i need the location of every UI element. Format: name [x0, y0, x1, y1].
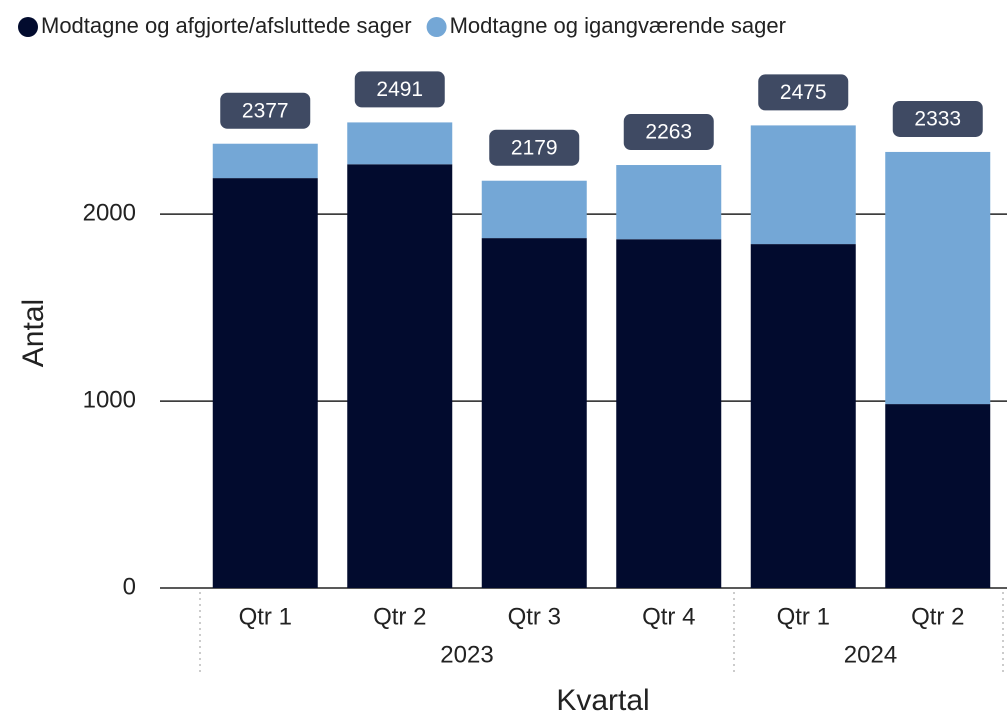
bar-segment: [347, 122, 453, 165]
x-tick-label: Qtr 3: [508, 603, 561, 630]
bar-segment: [885, 151, 991, 405]
total-label: 2475: [780, 81, 827, 104]
total-label-box: [220, 92, 311, 129]
y-tick-label: 1000: [83, 386, 136, 413]
legend-label: Modtagne og afgjorte/afsluttede sager: [41, 13, 412, 38]
x-tick-label: Qtr 4: [642, 603, 695, 630]
bar-segment: [212, 178, 318, 588]
bar-segment: [481, 180, 587, 239]
bar-segment: [481, 238, 587, 588]
bar-segment: [212, 143, 318, 179]
legend-marker: [18, 17, 38, 37]
bar-segment: [616, 239, 722, 588]
total-label-box: [892, 100, 983, 137]
total-label: 2491: [376, 78, 423, 101]
x-tick-label: Qtr 2: [373, 603, 426, 630]
total-label-box: [623, 114, 714, 151]
bar-segment: [616, 165, 722, 240]
legend-marker: [426, 17, 447, 37]
total-label-box: [354, 71, 445, 108]
bar-segment: [750, 244, 856, 588]
bar-segment: [347, 164, 453, 588]
x-tick-label: Qtr 1: [777, 603, 830, 630]
total-label-box: [489, 129, 580, 166]
y-tick-label: 2000: [83, 200, 136, 227]
total-label: 2377: [242, 99, 289, 122]
x-tick-label: Qtr 1: [239, 603, 292, 630]
total-label: 2333: [914, 107, 961, 130]
total-label: 2263: [645, 121, 692, 144]
group-label: 2024: [844, 641, 897, 668]
total-label: 2179: [511, 136, 558, 159]
group-label: 2023: [440, 641, 493, 668]
legend-label: Modtagne og igangværende sager: [450, 13, 786, 38]
y-tick-label: 0: [123, 573, 136, 600]
bar-segment: [750, 125, 856, 245]
y-axis-title: Antal: [17, 299, 50, 367]
total-label-box: [758, 74, 849, 111]
x-tick-label: Qtr 2: [911, 603, 964, 630]
x-axis-title: Kvartal: [556, 684, 649, 717]
bar-segment: [885, 404, 991, 588]
